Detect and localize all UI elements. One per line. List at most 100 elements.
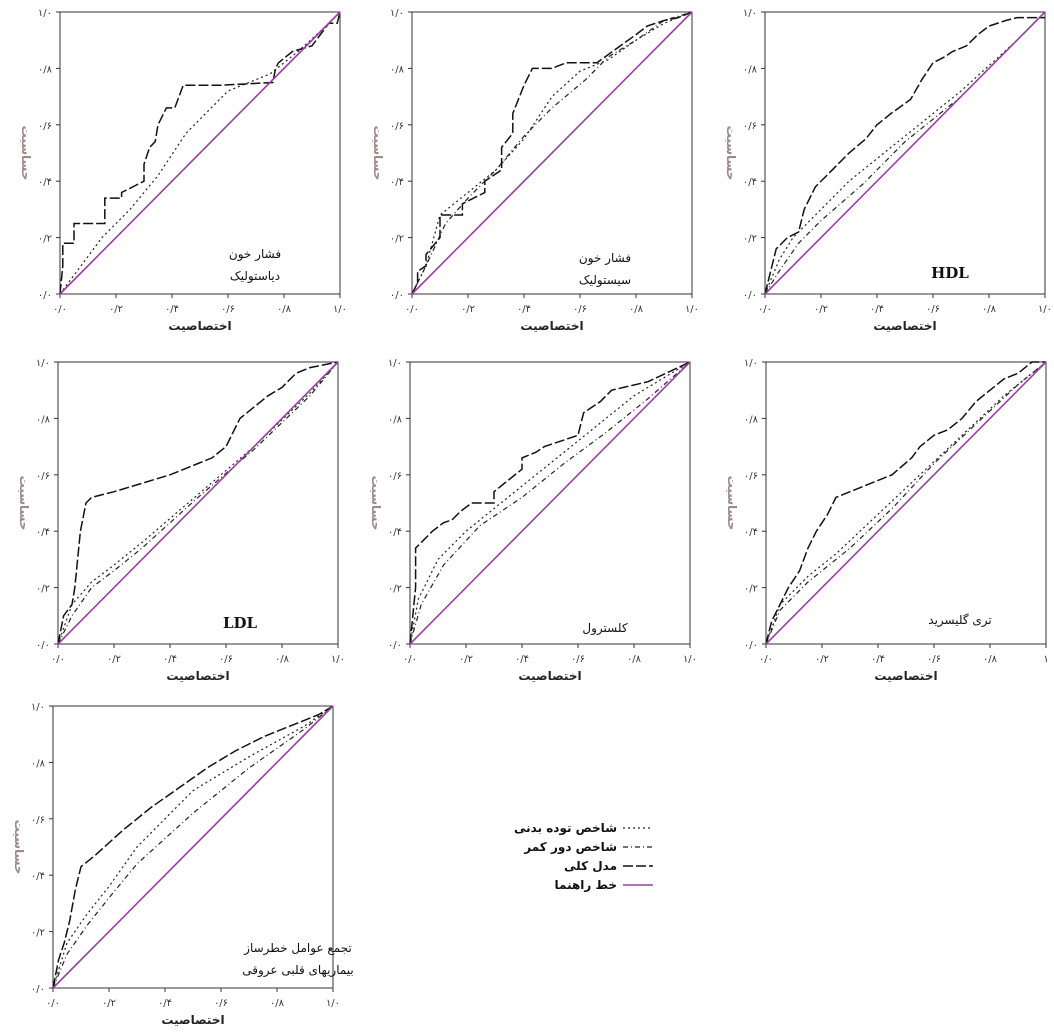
roc-panel-3: ۰/۰ ۰/۲ ۰/۴ ۰/۶ ۰/۸ ۱/۰ ۰/۰ ۰/۲ ۰/۴ ۰/۶ ۰/۸ ۱/۰ اختص… [724, 8, 1052, 333]
roc-panel-7: ۰/۰ ۰/۲ ۰/۴ ۰/۶ ۰/۸ ۱/۰ ۰/۰ ۰/۲ ۰/۴ ۰/۶ ۰/۸ ۱/۰ اختص… [12, 702, 354, 1027]
x-tick-label: ۰/۴ [515, 654, 529, 665]
legend-item-bmi: شاخص توده بدنی [493, 818, 653, 837]
series-line-bmi [764, 11, 1046, 295]
legend-item-model: مدل کلی [493, 856, 653, 875]
x-tick-label: ۰/۲ [109, 304, 123, 315]
y-tick-label: ۰/۴ [36, 527, 50, 538]
plot-frame [411, 11, 693, 295]
y-tick-label: ۱/۰ [744, 358, 758, 369]
plot-frame [52, 705, 334, 989]
x-tick-label: ۱/۰ [683, 654, 697, 665]
y-axis-label: حساسیت [371, 126, 385, 181]
series-line-model [765, 361, 1046, 645]
x-tick-label: ۰/۰ [51, 654, 65, 665]
y-tick-label: ۰/۰ [744, 640, 758, 651]
y-tick-label: ۰/۰ [388, 640, 402, 651]
y-tick-label: ۰/۲ [388, 584, 402, 595]
y-tick-label: ۰/۰ [743, 290, 757, 301]
y-tick-label: ۰/۶ [31, 815, 45, 826]
series-line-bmi [52, 705, 334, 989]
y-tick-label: ۱/۰ [390, 8, 404, 19]
x-tick-label: ۰/۴ [870, 304, 884, 315]
y-tick-label: ۰/۸ [743, 64, 758, 75]
legend: شاخص توده بدنی شاخص دور کمر مدل کلی خط راهن… [493, 818, 653, 894]
panel-title: بیماریهای قلبی عروقی [242, 963, 354, 978]
panel-title: فشار خون [229, 247, 281, 262]
legend-label: شاخص دور کمر [524, 839, 617, 854]
plot-frame [57, 361, 339, 645]
series-line-ref [409, 361, 691, 645]
y-tick-label: ۰/۶ [38, 121, 52, 132]
series-line-waist [411, 11, 693, 295]
x-tick-label: ۰/۲ [107, 654, 121, 665]
y-axis-label: حساسیت [12, 820, 26, 875]
x-tick-label: ۰/۴ [871, 654, 885, 665]
legend-label: خط راهنما [554, 877, 617, 892]
y-axis-label: حساسیت [369, 476, 383, 531]
series-line-model [52, 705, 334, 989]
plot-frame [764, 11, 1046, 295]
y-tick-label: ۰/۲ [38, 234, 52, 245]
x-tick-label: ۰/۲ [459, 654, 473, 665]
panel-title: کلسترول [582, 621, 627, 636]
legend-swatch [623, 864, 653, 867]
series-line-model [409, 361, 691, 645]
x-tick-label: ۰/۴ [517, 304, 531, 315]
plot-frame [59, 11, 341, 295]
x-tick-label: ۰/۸ [629, 304, 644, 315]
x-tick-label: ۰/۸ [982, 304, 997, 315]
roc-panel-1: ۰/۰ ۰/۲ ۰/۴ ۰/۶ ۰/۸ ۱/۰ ۰/۰ ۰/۲ ۰/۴ ۰/۶ ۰/۸ ۱/۰ اختص… [19, 8, 347, 333]
x-tick-label: ۰/۰ [53, 304, 67, 315]
y-tick-label: ۰/۰ [390, 290, 404, 301]
y-tick-label: ۱/۰ [36, 358, 50, 369]
series-line-model [57, 361, 339, 645]
plot-frame [409, 361, 691, 645]
y-tick-label: ۰/۶ [743, 121, 757, 132]
x-tick-label: ۰/۶ [573, 304, 587, 315]
y-tick-label: ۰/۲ [743, 234, 757, 245]
y-tick-label: ۰/۸ [744, 414, 759, 425]
x-axis-label: اختصاصیت [161, 1013, 224, 1027]
y-tick-label: ۰/۰ [31, 984, 45, 995]
series-line-model [411, 11, 693, 295]
y-tick-label: ۰/۰ [38, 290, 52, 301]
series-line-waist [409, 361, 691, 645]
x-tick-label: ۰/۲ [814, 304, 828, 315]
legend-label: شاخص توده بدنی [513, 820, 617, 835]
y-tick-label: ۱/۰ [743, 8, 757, 19]
y-tick-label: ۰/۴ [390, 177, 404, 188]
legend-item-waist: شاخص دور کمر [493, 837, 653, 856]
x-tick-label: ۰/۰ [403, 654, 417, 665]
x-tick-label: ۱/۰ [685, 304, 699, 315]
panel-title: تجمع عوامل خطرساز [243, 941, 352, 956]
series-line-ref [57, 361, 339, 645]
x-tick-label: ۰/۶ [926, 304, 940, 315]
series-line-waist [765, 361, 1047, 645]
legend-item-ref: خط راهنما [493, 875, 653, 894]
x-tick-label: ۰/۶ [219, 654, 233, 665]
y-tick-label: ۰/۸ [390, 64, 405, 75]
y-tick-label: ۰/۰ [36, 640, 50, 651]
series-line-ref [52, 705, 334, 989]
series-line-bmi [59, 11, 341, 295]
y-tick-label: ۰/۲ [390, 234, 404, 245]
panel-title: دیاستولیک [230, 269, 280, 284]
x-tick-label: ۰/۸ [277, 304, 292, 315]
y-axis-label: حساسیت [725, 476, 739, 531]
series-line-model [59, 11, 341, 295]
x-tick-label: ۱/۰ [1038, 304, 1052, 315]
roc-panel-5: ۰/۰ ۰/۲ ۰/۴ ۰/۶ ۰/۸ ۱/۰ ۰/۰ ۰/۲ ۰/۴ ۰/۶ ۰/۸ ۱/۰ اختص… [369, 358, 697, 683]
series-line-bmi [765, 361, 1047, 645]
y-tick-label: ۰/۴ [743, 177, 757, 188]
x-tick-label: ۱/۰ [333, 304, 347, 315]
roc-panel-6: ۰/۰ ۰/۲ ۰/۴ ۰/۶ ۰/۸ ۱ ۰/۰ ۰/۲ ۰/۴ ۰/۶ ۰/۸ ۱/۰ اختصاص… [725, 358, 1049, 683]
panel-title: تری گلیسرید [928, 613, 991, 628]
x-tick-label: ۰/۲ [461, 304, 475, 315]
y-tick-label: ۰/۴ [744, 527, 758, 538]
y-axis-label: حساسیت [17, 476, 31, 531]
x-tick-label: ۰/۸ [270, 998, 285, 1009]
legend-swatch [623, 845, 653, 848]
x-tick-label: ۱ [1043, 654, 1048, 665]
y-tick-label: ۰/۸ [388, 414, 403, 425]
x-tick-label: ۰/۰ [405, 304, 419, 315]
